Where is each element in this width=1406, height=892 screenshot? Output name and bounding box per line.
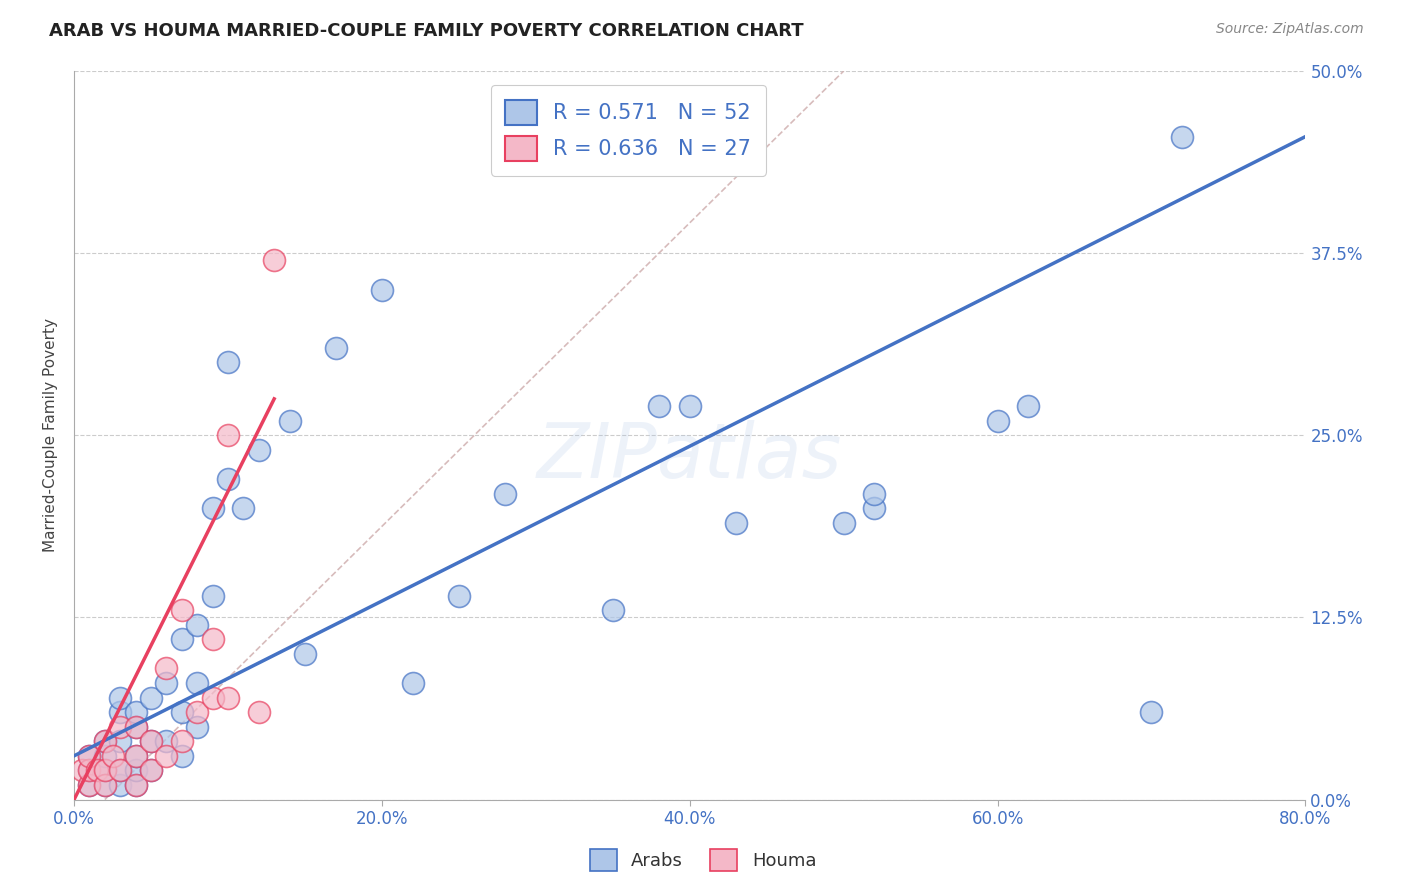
Point bbox=[124, 720, 146, 734]
Point bbox=[494, 486, 516, 500]
Point bbox=[86, 764, 108, 778]
Point bbox=[94, 734, 117, 748]
Point bbox=[186, 705, 208, 719]
Point bbox=[155, 661, 177, 675]
Point bbox=[247, 705, 270, 719]
Point bbox=[155, 734, 177, 748]
Point bbox=[139, 734, 162, 748]
Point bbox=[124, 748, 146, 763]
Point bbox=[101, 748, 124, 763]
Point bbox=[124, 705, 146, 719]
Point bbox=[70, 764, 93, 778]
Point bbox=[217, 690, 239, 705]
Point bbox=[201, 501, 224, 516]
Point bbox=[447, 589, 470, 603]
Point bbox=[94, 778, 117, 792]
Point bbox=[110, 705, 132, 719]
Point bbox=[863, 501, 886, 516]
Point bbox=[186, 676, 208, 690]
Point bbox=[1017, 399, 1039, 413]
Point bbox=[94, 748, 117, 763]
Legend: R = 0.571   N = 52, R = 0.636   N = 27: R = 0.571 N = 52, R = 0.636 N = 27 bbox=[491, 85, 766, 176]
Point bbox=[124, 720, 146, 734]
Point bbox=[124, 778, 146, 792]
Point bbox=[170, 603, 193, 617]
Point bbox=[217, 355, 239, 369]
Point bbox=[94, 764, 117, 778]
Point bbox=[79, 778, 101, 792]
Point bbox=[124, 778, 146, 792]
Point bbox=[217, 428, 239, 442]
Point bbox=[232, 501, 254, 516]
Point bbox=[79, 778, 101, 792]
Point bbox=[186, 617, 208, 632]
Point bbox=[201, 690, 224, 705]
Point bbox=[648, 399, 671, 413]
Point bbox=[110, 734, 132, 748]
Point bbox=[402, 676, 425, 690]
Point bbox=[110, 720, 132, 734]
Point bbox=[278, 414, 301, 428]
Point bbox=[94, 734, 117, 748]
Point bbox=[124, 748, 146, 763]
Point bbox=[263, 253, 285, 268]
Point bbox=[139, 734, 162, 748]
Point bbox=[1140, 705, 1163, 719]
Text: Source: ZipAtlas.com: Source: ZipAtlas.com bbox=[1216, 22, 1364, 37]
Point bbox=[139, 690, 162, 705]
Point bbox=[110, 778, 132, 792]
Point bbox=[325, 341, 347, 355]
Point bbox=[79, 748, 101, 763]
Legend: Arabs, Houma: Arabs, Houma bbox=[582, 842, 824, 879]
Point bbox=[217, 472, 239, 486]
Point bbox=[155, 676, 177, 690]
Point bbox=[724, 516, 747, 530]
Point bbox=[987, 414, 1010, 428]
Point bbox=[863, 486, 886, 500]
Point bbox=[110, 764, 132, 778]
Point bbox=[186, 720, 208, 734]
Point bbox=[110, 690, 132, 705]
Point bbox=[124, 764, 146, 778]
Point bbox=[201, 632, 224, 647]
Point bbox=[679, 399, 702, 413]
Point bbox=[170, 748, 193, 763]
Point bbox=[139, 764, 162, 778]
Point bbox=[832, 516, 855, 530]
Point bbox=[79, 764, 101, 778]
Point bbox=[94, 764, 117, 778]
Point bbox=[155, 748, 177, 763]
Point bbox=[170, 705, 193, 719]
Point bbox=[201, 589, 224, 603]
Point bbox=[79, 764, 101, 778]
Point bbox=[94, 778, 117, 792]
Text: ARAB VS HOUMA MARRIED-COUPLE FAMILY POVERTY CORRELATION CHART: ARAB VS HOUMA MARRIED-COUPLE FAMILY POVE… bbox=[49, 22, 804, 40]
Point bbox=[170, 632, 193, 647]
Point bbox=[170, 734, 193, 748]
Point bbox=[139, 764, 162, 778]
Point bbox=[602, 603, 624, 617]
Point bbox=[371, 283, 394, 297]
Point bbox=[79, 748, 101, 763]
Point bbox=[110, 764, 132, 778]
Point bbox=[1171, 129, 1194, 144]
Y-axis label: Married-Couple Family Poverty: Married-Couple Family Poverty bbox=[44, 318, 58, 552]
Text: ZIPatlas: ZIPatlas bbox=[537, 420, 842, 494]
Point bbox=[294, 647, 316, 661]
Point bbox=[247, 442, 270, 457]
